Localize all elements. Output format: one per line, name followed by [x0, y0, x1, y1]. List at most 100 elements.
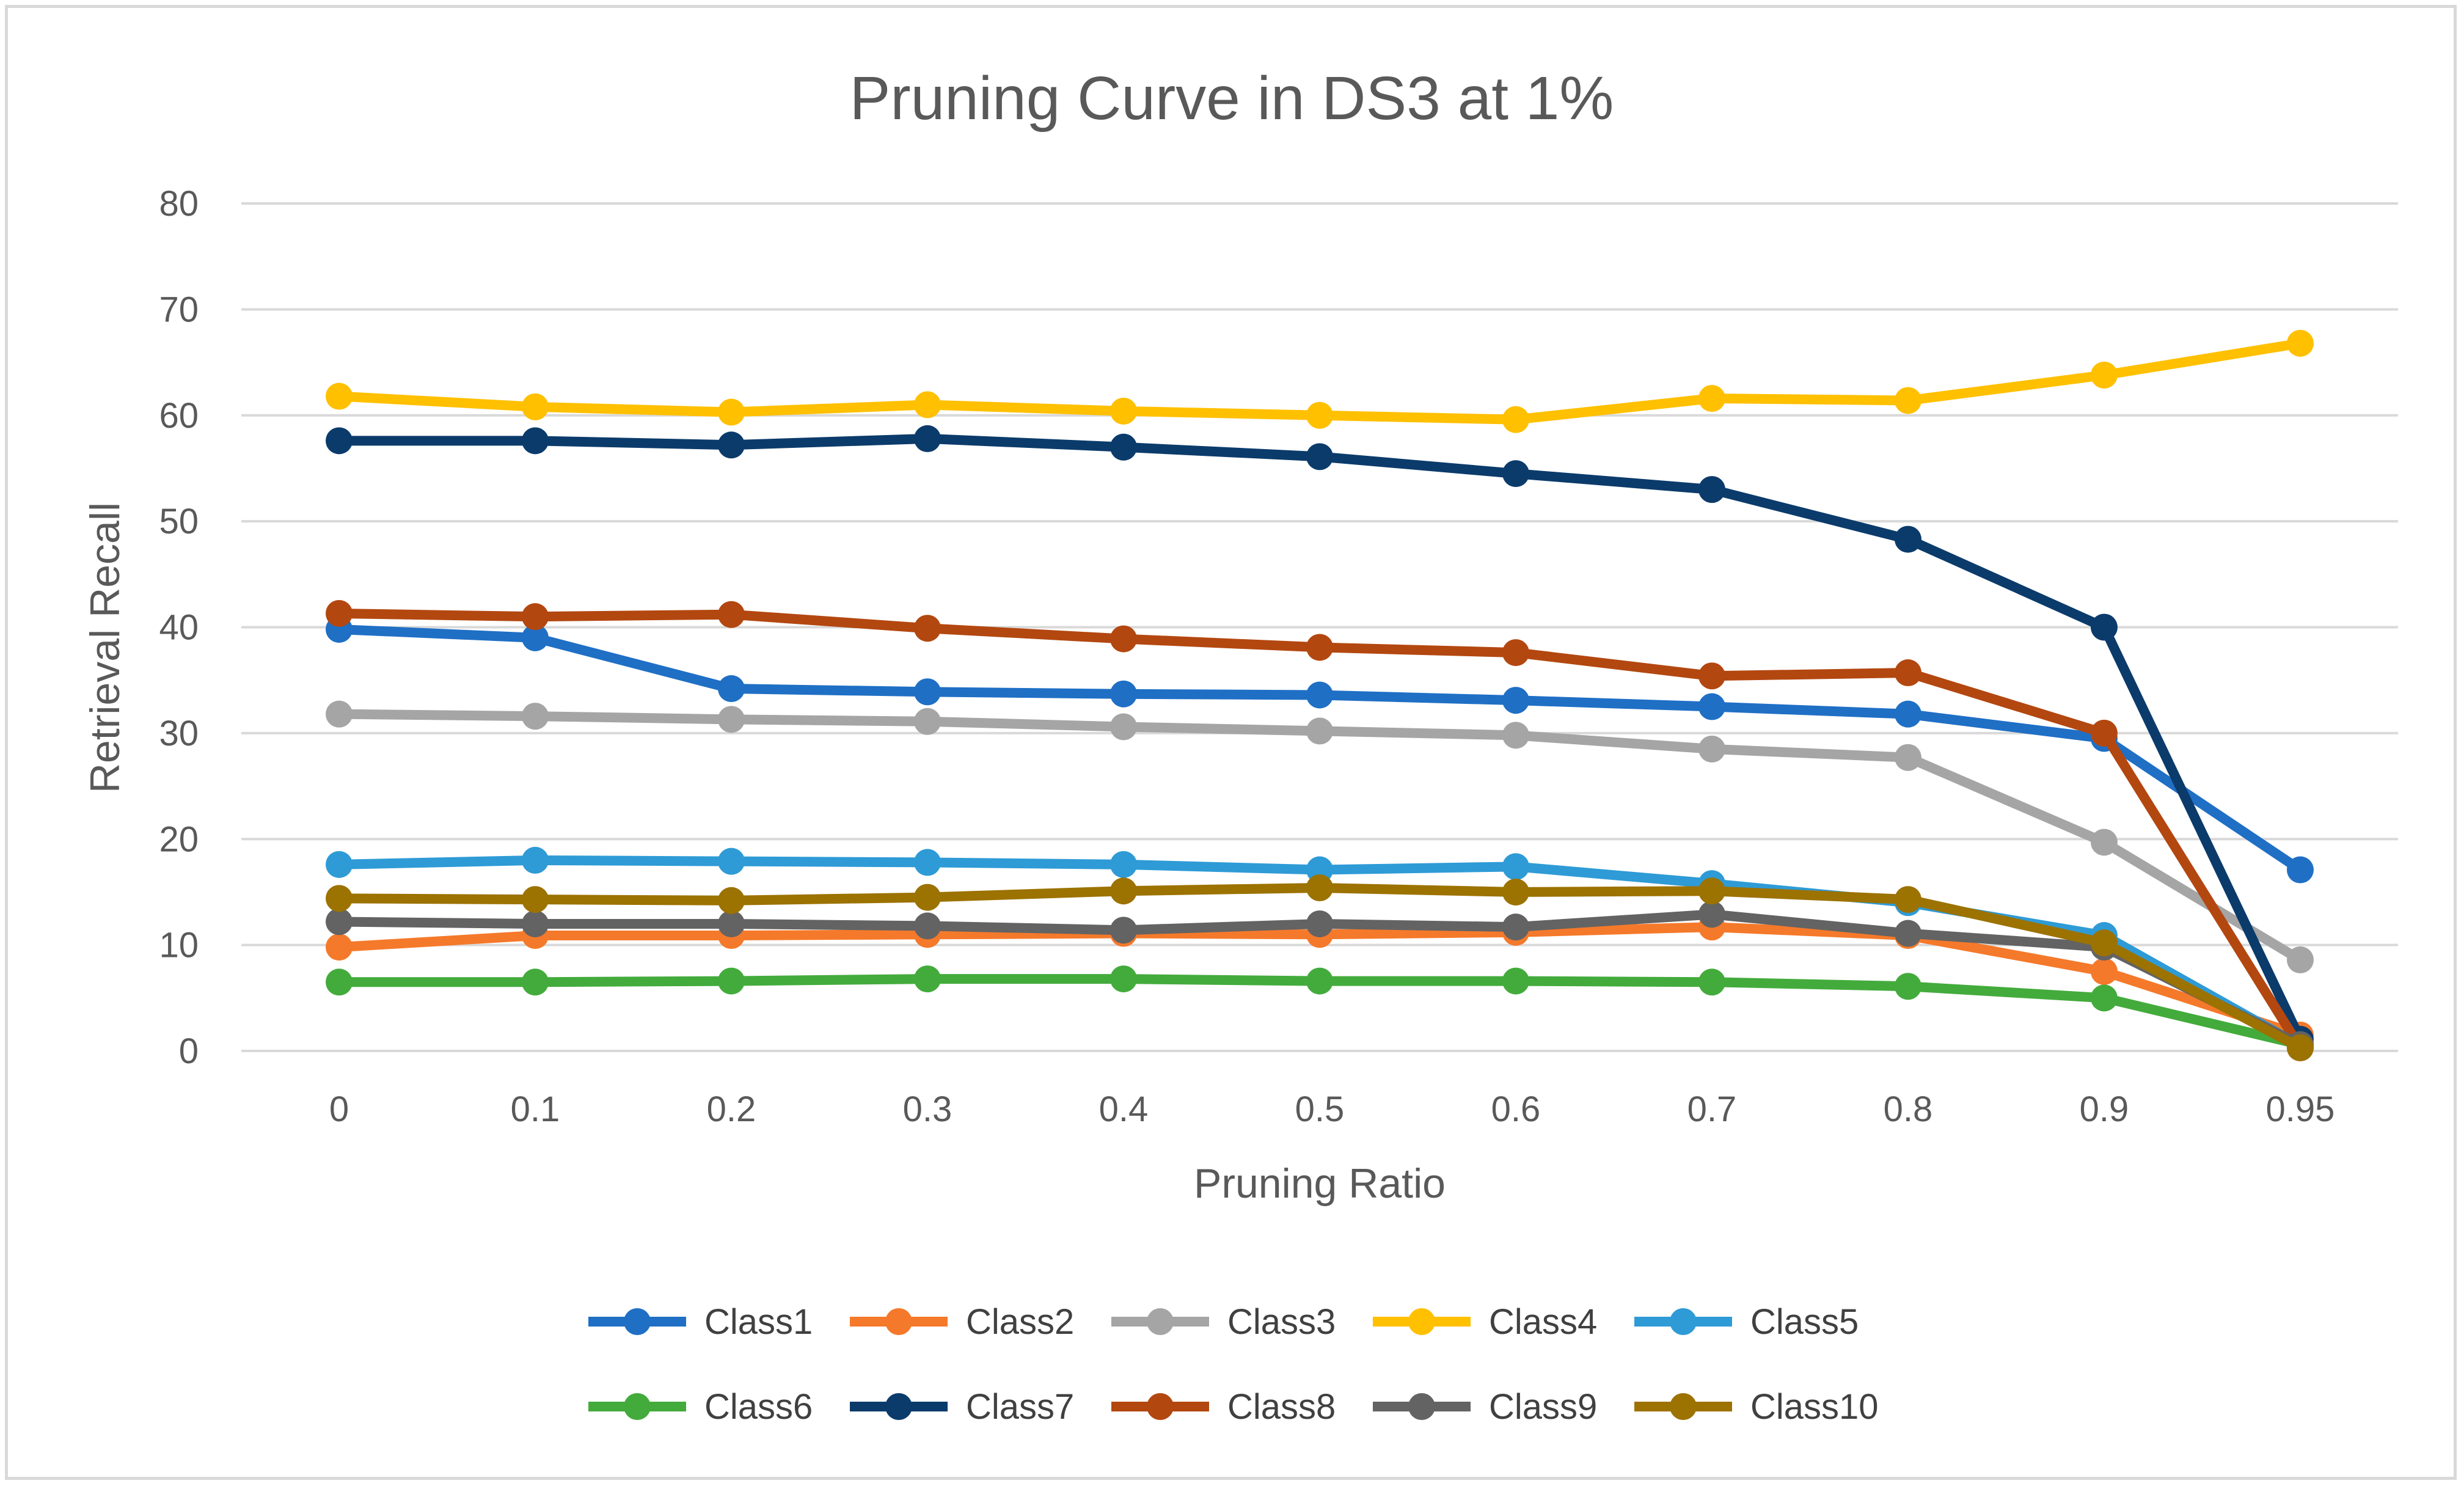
data-point — [914, 425, 941, 452]
data-point — [326, 968, 353, 996]
data-point — [1306, 967, 1333, 995]
y-tick-label: 0 — [179, 1031, 199, 1071]
data-point — [1895, 886, 1921, 913]
data-point — [1895, 387, 1921, 414]
data-point — [1698, 735, 1725, 763]
data-point — [914, 615, 941, 642]
series-class7 — [326, 425, 2314, 1053]
data-point — [1306, 634, 1333, 661]
data-point — [1306, 874, 1333, 902]
legend-swatch-marker — [1670, 1393, 1697, 1420]
legend-item-class7: Class7 — [850, 1387, 1074, 1427]
data-point — [1110, 851, 1137, 878]
legend-swatch-marker — [624, 1393, 651, 1420]
legend-item-class2: Class2 — [850, 1302, 1074, 1342]
data-point — [1502, 639, 1529, 667]
data-point — [2287, 946, 2314, 973]
data-point — [1895, 525, 1921, 553]
data-point — [914, 849, 941, 876]
data-point — [1895, 973, 1921, 1000]
data-point — [1502, 913, 1529, 941]
series-class3 — [326, 700, 2314, 973]
x-tick-label: 0.4 — [1099, 1089, 1149, 1129]
data-point — [914, 678, 941, 706]
data-point — [1698, 662, 1725, 690]
legend-label: Class8 — [1227, 1387, 1336, 1427]
x-tick-label: 0.9 — [2080, 1089, 2129, 1129]
data-point — [326, 599, 353, 627]
data-point — [522, 427, 549, 455]
legend-item-class8: Class8 — [1111, 1387, 1336, 1427]
series-class10 — [326, 874, 2314, 1061]
series-line — [334, 624, 2305, 875]
legend-label: Class5 — [1750, 1302, 1859, 1342]
x-axis-title: Pruning Ratio — [1194, 1160, 1446, 1207]
y-tick-label: 80 — [159, 184, 199, 224]
chart-title: Pruning Curve in DS3 at 1% — [850, 64, 1614, 133]
x-tick-label: 0.5 — [1295, 1089, 1345, 1129]
data-point — [914, 912, 941, 940]
data-point — [914, 391, 941, 419]
y-axis-tick-labels: 0 10 20 30 40 50 60 70 80 — [159, 184, 199, 1071]
data-point — [1502, 853, 1529, 880]
data-point — [2287, 1034, 2314, 1061]
data-point — [718, 706, 745, 733]
data-point — [326, 908, 353, 935]
data-point — [2091, 829, 2118, 856]
data-point — [2091, 929, 2118, 957]
data-point — [522, 846, 549, 874]
data-point — [522, 624, 549, 651]
legend-swatch-marker — [885, 1308, 912, 1335]
series-class4 — [326, 329, 2314, 433]
legend-swatch-marker — [1670, 1308, 1697, 1335]
data-point — [1895, 744, 1921, 771]
data-point — [1110, 433, 1137, 461]
data-point — [2091, 613, 2118, 641]
legend-label: Class3 — [1227, 1302, 1336, 1342]
legend: Class1 Class2 Class3 Class4 Class5 Class6 Clas… — [588, 1302, 1879, 1427]
legend-swatch-marker — [1147, 1308, 1174, 1335]
legend-label: Class1 — [704, 1302, 813, 1342]
data-point — [326, 885, 353, 912]
data-point — [718, 675, 745, 703]
y-tick-label: 20 — [159, 819, 199, 859]
data-point — [1306, 681, 1333, 709]
legend-item-class3: Class3 — [1111, 1302, 1336, 1342]
data-point — [522, 886, 549, 913]
data-point — [522, 393, 549, 420]
y-tick-label: 50 — [159, 502, 199, 541]
legend-label: Class7 — [966, 1387, 1074, 1427]
legend-label: Class2 — [966, 1302, 1074, 1342]
data-point — [2091, 957, 2118, 985]
data-point — [1698, 877, 1725, 905]
x-tick-label: 0.95 — [2266, 1089, 2335, 1129]
gridlines — [241, 202, 2398, 1052]
data-point — [914, 708, 941, 735]
data-point — [1502, 967, 1529, 995]
series-class9 — [326, 901, 2314, 1058]
data-point — [1306, 910, 1333, 937]
legend-swatch-marker — [1147, 1393, 1174, 1420]
y-tick-label: 30 — [159, 714, 199, 753]
data-point — [1698, 901, 1725, 928]
data-point — [1502, 878, 1529, 906]
data-point — [1110, 625, 1137, 653]
data-point — [326, 851, 353, 878]
data-point — [1502, 722, 1529, 749]
legend-swatch-marker — [1408, 1308, 1435, 1335]
data-point — [1110, 713, 1137, 741]
data-point — [1698, 385, 1725, 412]
data-point — [1110, 965, 1137, 993]
legend-label: Class6 — [704, 1387, 813, 1427]
data-point — [1895, 920, 1921, 947]
data-point — [1110, 877, 1137, 905]
chart-frame — [5, 5, 2457, 1480]
data-point — [718, 967, 745, 995]
legend-swatch-marker — [624, 1308, 651, 1335]
legend-label: Class4 — [1489, 1302, 1597, 1342]
data-point — [718, 601, 745, 628]
data-point — [914, 965, 941, 993]
legend-item-class5: Class5 — [1634, 1302, 1859, 1342]
y-tick-label: 10 — [159, 926, 199, 965]
